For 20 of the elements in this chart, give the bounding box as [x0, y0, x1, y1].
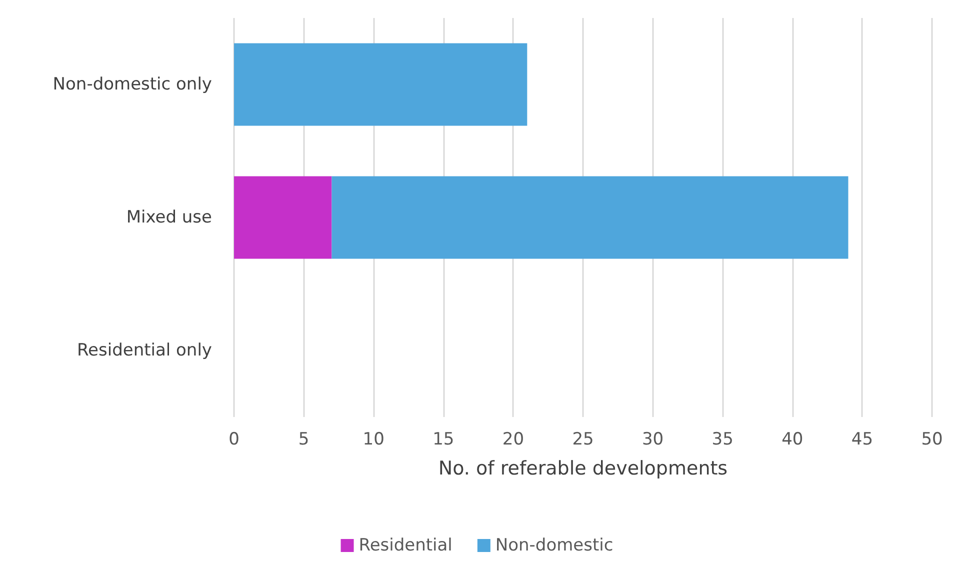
y-tick-label: Non-domestic only [52, 74, 212, 94]
legend-label: Non-domestic [495, 536, 614, 556]
bar [332, 176, 848, 259]
bar [234, 176, 332, 259]
x-tick-label: 10 [362, 430, 384, 450]
x-tick-label: 40 [782, 430, 804, 450]
x-tick-label: 5 [298, 430, 310, 450]
x-tick-label: 0 [228, 430, 240, 450]
legend-label: Residential [358, 536, 452, 556]
bar [234, 43, 528, 126]
y-tick-label: Residential only [76, 340, 212, 360]
x-tick-label: 25 [572, 430, 594, 450]
x-tick-label: 35 [712, 430, 734, 450]
x-tick-label: 50 [921, 430, 943, 450]
y-tick-label: Mixed use [126, 208, 212, 228]
x-axis-title: No. of referable developments [438, 458, 728, 480]
x-tick-label: 15 [432, 430, 454, 450]
x-tick-label: 30 [642, 430, 664, 450]
x-tick-label: 45 [851, 430, 874, 450]
x-tick-label: 20 [502, 430, 524, 450]
